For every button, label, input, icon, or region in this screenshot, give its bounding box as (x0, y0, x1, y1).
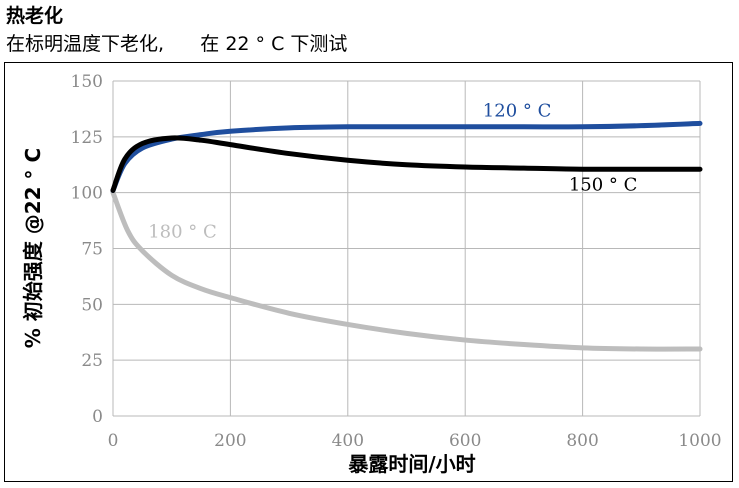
x-axis-title: 暴露时间/小时 (348, 452, 475, 476)
x-axis-ticks: 0 200 400 600 800 1000 (108, 431, 722, 451)
series-line-2 (110, 190, 703, 352)
y-tick-label: 50 (81, 295, 103, 315)
series-label-0: 120 ° C (483, 101, 552, 122)
y-tick-label: 150 (71, 72, 103, 92)
x-tick-label: 0 (108, 431, 119, 451)
series-label-1: 150 ° C (569, 174, 638, 195)
chart-frame (4, 62, 733, 482)
y-tick-label: 75 (81, 240, 103, 260)
series-lines (110, 120, 703, 352)
y-tick-label: 125 (71, 128, 103, 148)
y-tick-label: 0 (92, 407, 103, 427)
grid-lines (112, 80, 701, 417)
y-axis-title: % 初始强度 @22 ° C (21, 148, 45, 348)
x-tick-label: 1000 (678, 431, 721, 451)
chart-subtitle: 在标明温度下老化, 在 22 ° C 下测试 (6, 33, 348, 55)
x-tick-label: 800 (566, 431, 598, 451)
y-tick-label: 25 (81, 351, 103, 371)
x-tick-label: 400 (332, 431, 364, 451)
series-line-0 (110, 120, 703, 193)
y-tick-label: 100 (71, 184, 103, 204)
series-label-2: 180 ° C (148, 221, 217, 242)
y-axis-ticks: 0 25 50 75 100 125 150 (71, 72, 103, 427)
x-tick-label: 600 (449, 431, 481, 451)
series-line-1 (110, 135, 703, 193)
chart-title: 热老化 (6, 5, 64, 27)
x-tick-label: 200 (214, 431, 246, 451)
series-labels: 120 ° C 150 ° C 180 ° C (148, 101, 637, 243)
